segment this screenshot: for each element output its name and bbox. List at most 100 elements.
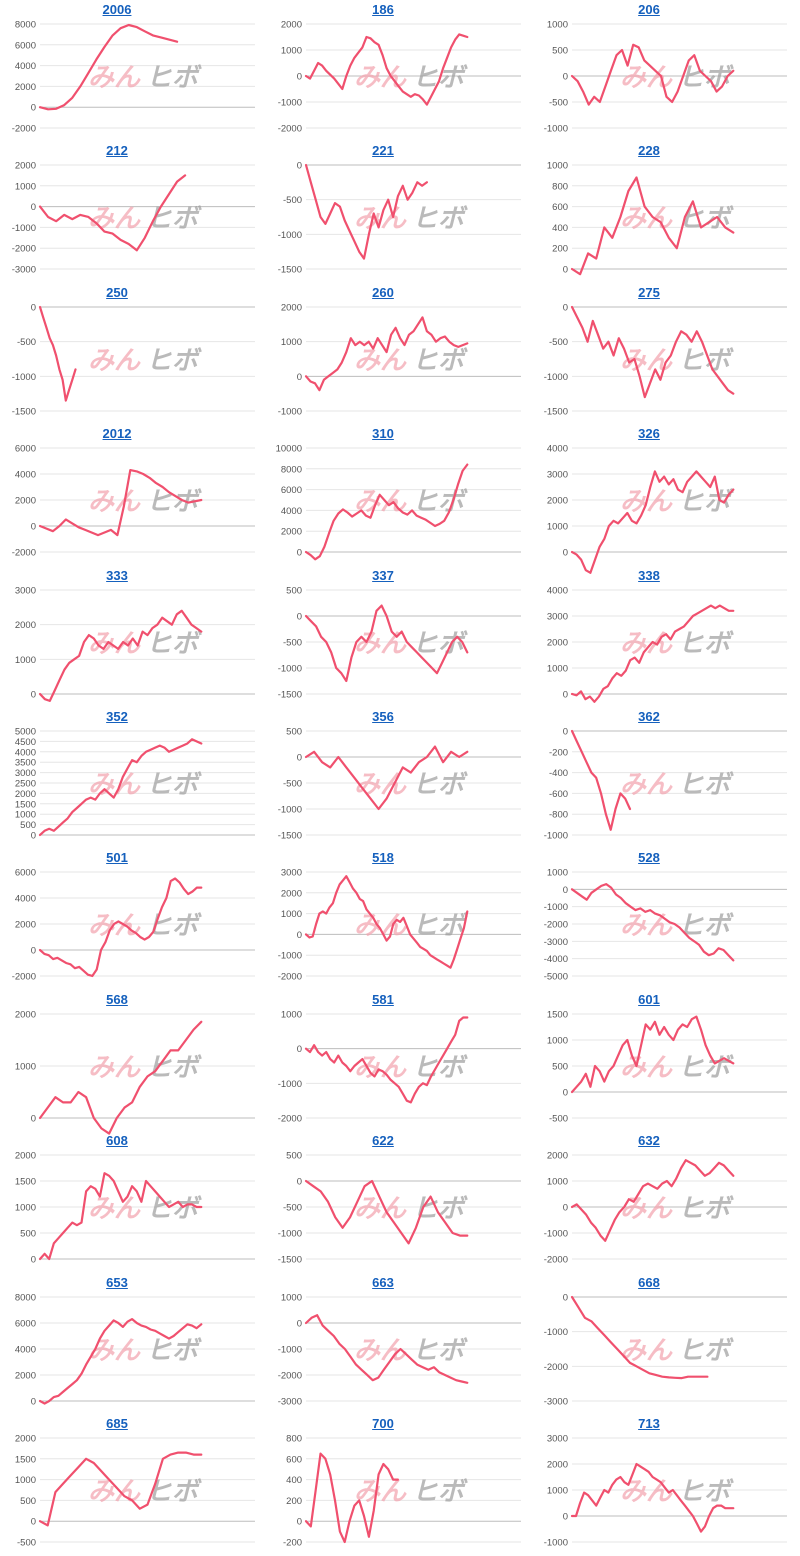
chart-title-link[interactable]: 501 — [106, 850, 128, 866]
y-tick-label: 1000 — [547, 1485, 568, 1496]
chart-title-link[interactable]: 221 — [372, 143, 394, 159]
y-tick-label: -500 — [283, 637, 302, 648]
y-tick-label: 2500 — [15, 778, 36, 789]
watermark-logo-left: みん — [620, 1194, 673, 1224]
y-tick-label: -1000 — [278, 406, 302, 417]
line-chart: 0500100015002000250030003500400045005000… — [15, 726, 255, 841]
y-tick-label: -2000 — [12, 972, 36, 983]
chart-panel: -5000 -4000 -3000 -2000 -1000 0 1000 みん ヒボ 528 — [532, 848, 798, 989]
y-tick-label: 5000 — [15, 726, 36, 737]
line-chart: -1500 -1000 -500 0 みん ヒボ — [12, 302, 255, 417]
chart-title-link[interactable]: 362 — [638, 709, 660, 724]
chart-title-link[interactable]: 228 — [638, 143, 660, 159]
y-tick-label: 3000 — [15, 768, 36, 779]
chart-title-link[interactable]: 668 — [638, 1274, 660, 1290]
watermark-logo-left: みん — [88, 1194, 141, 1224]
watermark-logo-left: みん — [88, 487, 141, 517]
series-line — [570, 729, 632, 831]
series-line — [304, 875, 469, 970]
y-tick-label: -2000 — [544, 1255, 568, 1266]
y-tick-label: -1000 — [278, 804, 302, 815]
watermark-logo-right: ヒボ — [412, 204, 468, 234]
y-tick-label: 200 — [552, 244, 568, 255]
y-tick-label: -400 — [549, 768, 568, 779]
watermark-logo-left: みん — [354, 911, 407, 941]
series-line — [570, 43, 735, 106]
chart-title-link[interactable]: 326 — [638, 426, 660, 442]
chart-title-link[interactable]: 310 — [372, 426, 394, 442]
y-tick-label: 4000 — [547, 585, 568, 596]
chart-title-link[interactable]: 685 — [106, 1416, 128, 1431]
y-tick-label: 0 — [31, 103, 36, 114]
watermark-logo-left: みん — [88, 1053, 141, 1083]
y-tick-label: 2000 — [281, 889, 302, 900]
chart-panel: -2000 -1000 0 1000 みん ヒボ 581 — [266, 990, 532, 1131]
chart-panel: -3000 -2000 -1000 0 みん ヒボ 668 — [532, 1273, 798, 1414]
chart-title-link[interactable]: 337 — [372, 567, 394, 583]
chart-title-link[interactable]: 186 — [372, 2, 394, 17]
series-line — [38, 1317, 203, 1405]
series-line — [38, 1451, 203, 1527]
chart-title-link[interactable]: 581 — [372, 991, 394, 1007]
y-tick-label: -200 — [549, 747, 568, 758]
chart-title-link[interactable]: 601 — [638, 991, 660, 1007]
y-tick-label: 2000 — [281, 19, 302, 30]
watermark-logo-right: ヒボ — [412, 770, 468, 800]
chart-title-link[interactable]: 608 — [106, 1133, 128, 1149]
y-tick-label: -1000 — [278, 663, 302, 674]
y-tick-label: -1000 — [278, 230, 302, 241]
y-tick-label: -1500 — [278, 265, 302, 276]
chart-title-link[interactable]: 700 — [372, 1416, 394, 1431]
chart-title-link[interactable]: 713 — [638, 1416, 660, 1431]
chart-title-link[interactable]: 2006 — [102, 2, 132, 17]
chart-title-link[interactable]: 212 — [106, 143, 128, 159]
y-tick-label: 1000 — [547, 868, 568, 879]
chart-title-link[interactable]: 352 — [106, 709, 128, 724]
y-tick-label: 500 — [286, 1151, 302, 1162]
y-tick-label: 0 — [563, 265, 568, 276]
chart-panel: -500 0 500 1000 1500 みん ヒボ 601 — [532, 990, 798, 1131]
chart-panel: 0 1000 2000 3000 4000 みん ヒボ 338 — [532, 566, 798, 707]
watermark-logo-right: ヒボ — [412, 1194, 468, 1224]
y-tick-label: -1500 — [278, 830, 302, 841]
chart-title-link[interactable]: 2012 — [102, 426, 132, 442]
y-tick-label: 0 — [31, 522, 36, 533]
chart-title-link[interactable]: 568 — [106, 991, 128, 1007]
chart-title-link[interactable]: 528 — [638, 850, 660, 866]
series-line — [304, 164, 428, 261]
series-line — [304, 463, 469, 561]
y-tick-label: 1500 — [15, 1454, 36, 1465]
y-tick-label: 1500 — [15, 1177, 36, 1188]
y-tick-label: -1000 — [544, 830, 568, 841]
y-tick-label: 0 — [297, 71, 302, 82]
chart-title-link[interactable]: 275 — [638, 284, 660, 300]
y-tick-label: 8000 — [15, 19, 36, 30]
chart-title-link[interactable]: 338 — [638, 567, 660, 583]
y-tick-label: -2000 — [12, 244, 36, 255]
line-chart: -2000 -1000 0 1000 2000 みん ヒボ — [544, 1151, 787, 1266]
chart-panel: 0 1000 2000 みん ヒボ 568 — [0, 990, 266, 1135]
chart-title-link[interactable]: 653 — [106, 1274, 128, 1290]
watermark-logo-right: ヒボ — [146, 1194, 202, 1224]
chart-title-link[interactable]: 333 — [106, 567, 128, 583]
watermark-logo-right: ヒボ — [146, 63, 202, 93]
y-tick-label: 1000 — [281, 1292, 302, 1303]
chart-title-link[interactable]: 260 — [372, 284, 394, 300]
chart-title-link[interactable]: 206 — [638, 2, 660, 17]
chart-title-link[interactable]: 518 — [372, 850, 394, 866]
watermark-logo-right: ヒボ — [412, 629, 468, 659]
series-line — [38, 738, 203, 837]
y-tick-label: -1500 — [278, 1255, 302, 1266]
chart-panel: -1000 -500 0 500 1000 みん ヒボ 206 — [532, 0, 798, 141]
y-tick-label: 0 — [563, 302, 568, 313]
chart-panel: -1500 -1000 -500 0 500 みん ヒボ 337 — [266, 566, 532, 707]
chart-title-link[interactable]: 250 — [106, 284, 128, 300]
chart-title-link[interactable]: 622 — [372, 1133, 394, 1149]
y-tick-label: 8000 — [281, 464, 302, 475]
y-tick-label: 0 — [563, 726, 568, 737]
y-tick-label: -2000 — [278, 1113, 302, 1124]
chart-panel: 0 1000 2000 3000 4000 みん ヒボ 326 — [532, 424, 798, 575]
chart-title-link[interactable]: 356 — [372, 709, 394, 724]
chart-title-link[interactable]: 663 — [372, 1274, 394, 1290]
chart-title-link[interactable]: 632 — [638, 1133, 660, 1149]
